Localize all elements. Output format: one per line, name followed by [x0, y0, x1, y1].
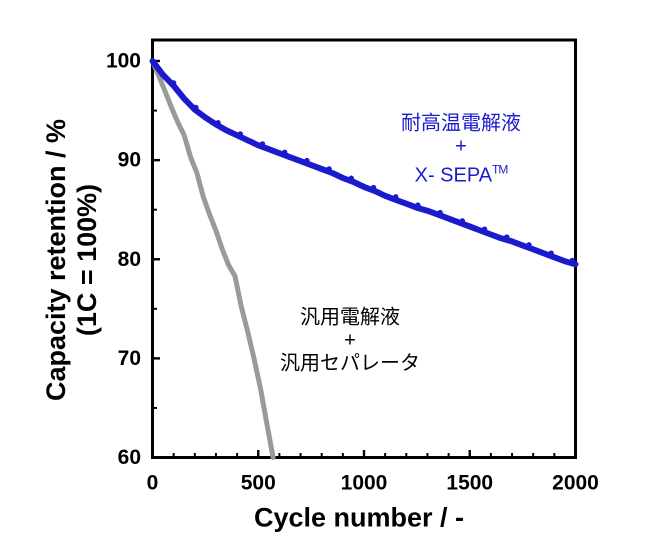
x-axis-title: Cycle number / -	[253, 502, 465, 533]
series-durable-marker	[504, 234, 510, 240]
x-tick-label: 1000	[341, 472, 388, 495]
series-durable-marker	[481, 226, 488, 232]
y-axis-title-line2: (1C = 100%)	[72, 183, 102, 337]
series-durable-marker	[326, 166, 332, 172]
series-durable-marker	[348, 175, 355, 181]
y-tick-label: 90	[118, 149, 141, 172]
series-durable-marker	[304, 157, 310, 164]
plot-frame	[151, 38, 577, 459]
series-durable-marker	[259, 141, 266, 147]
x-sepa-label: X- SEPA	[414, 164, 493, 187]
x-tick-label: 500	[241, 472, 276, 495]
x-tick-label: 0	[147, 472, 159, 495]
y-tick-label: 100	[106, 50, 141, 73]
series-durable-marker	[569, 257, 576, 264]
annotation-durable-line1: 耐高温電解液	[401, 112, 521, 135]
series-durable-marker	[415, 202, 421, 208]
y-axis-title-line1: Capacity retention / %	[41, 118, 71, 402]
annotation-generic-line2: +	[344, 329, 356, 352]
x-tick-label: 2000	[552, 472, 599, 495]
annotation-durable-line2: +	[455, 135, 467, 158]
series-durable-marker	[437, 209, 443, 216]
series-durable-marker	[370, 184, 377, 191]
series-durable-marker	[281, 149, 288, 155]
y-tick-label: 60	[118, 446, 141, 469]
series-durable-marker	[215, 120, 221, 126]
y-axis-title: Capacity retention / % (1C = 100%)	[41, 119, 103, 401]
y-tick-label: 70	[118, 347, 141, 370]
annotation-generic-line1: 汎用電解液	[300, 306, 400, 329]
annotation-durable-line3: X- SEPATM	[401, 159, 521, 188]
series-durable-marker	[193, 104, 199, 111]
series-durable-marker	[548, 250, 554, 256]
series-durable-marker	[393, 194, 399, 200]
series-durable-marker	[170, 80, 177, 86]
series-durable-line	[149, 58, 579, 268]
series-durable-marker	[237, 131, 243, 137]
annotation-generic-electrolyte: 汎用電解液 + 汎用セパレータ	[280, 307, 420, 376]
series-generic-line	[150, 58, 276, 460]
annotation-durable-electrolyte: 耐高温電解液 + X- SEPATM	[401, 113, 521, 188]
series-durable-marker	[526, 242, 532, 248]
series-durable-marker	[459, 218, 466, 224]
trademark-superscript: TM	[492, 162, 508, 177]
y-tick-label: 80	[118, 248, 141, 271]
x-tick-label: 1500	[446, 472, 493, 495]
annotation-generic-line3: 汎用セパレータ	[280, 352, 420, 375]
